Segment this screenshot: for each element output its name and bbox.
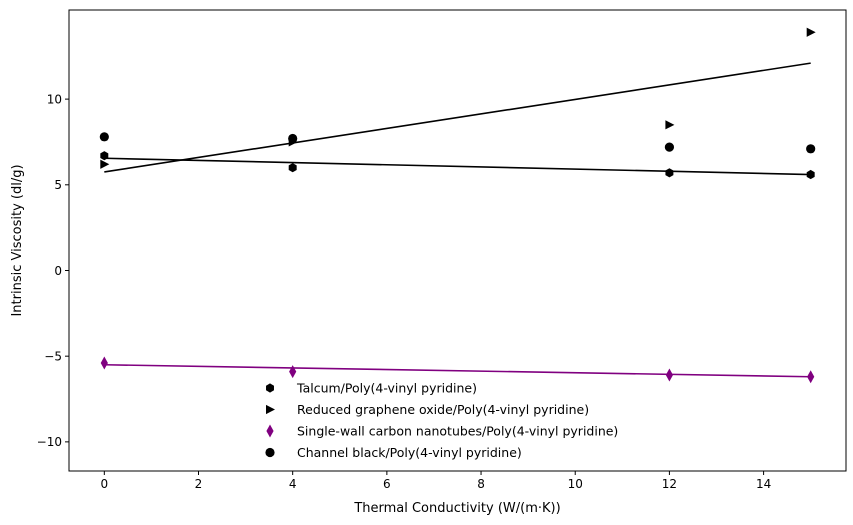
data-point-s2-1	[100, 159, 110, 169]
data-point-s2-3	[665, 120, 675, 130]
data-point-s1-4	[806, 169, 815, 180]
data-point-s3-3	[665, 368, 674, 382]
y-tick-label: 10	[47, 92, 62, 106]
legend-marker-3	[266, 424, 274, 438]
data-point-s1-1	[100, 151, 109, 161]
trend-lines	[104, 62, 811, 378]
data-point-s4-3	[664, 142, 675, 152]
trend-line-1	[104, 157, 811, 176]
x-tick-label: 14	[756, 477, 771, 491]
y-tick-label: 0	[54, 264, 62, 278]
plot-area	[69, 10, 846, 471]
data-point-s4-2	[288, 133, 298, 144]
trend-line-2	[104, 62, 811, 173]
y-tick-label: −10	[37, 435, 62, 449]
legend-label-1: Talcum/Poly(4-vinyl pyridine)	[296, 381, 477, 396]
x-tick-label: 0	[100, 477, 108, 491]
x-axis-ticks: 0 2 4 6 8 10 12 14	[100, 471, 771, 491]
x-tick-label: 10	[568, 477, 583, 491]
data-point-s1-3	[665, 168, 674, 178]
x-tick-label: 2	[195, 477, 203, 491]
y-tick-label: 5	[54, 178, 62, 192]
legend-label-2: Reduced graphene oxide/Poly(4-vinyl pyri…	[297, 402, 589, 417]
data-point-s3-4	[807, 370, 815, 384]
legend-label-4: Channel black/Poly(4-vinyl pyridine)	[297, 445, 522, 460]
data-point-s3-2	[289, 365, 297, 379]
data-point-s3-1	[100, 356, 108, 370]
legend-marker-1	[266, 383, 274, 393]
data-point-s1-2	[288, 163, 297, 173]
legend-label-3: Single-wall carbon nanotubes/Poly(4-viny…	[297, 424, 618, 439]
data-point-s2-4	[806, 27, 816, 37]
x-tick-label: 6	[383, 477, 391, 491]
x-tick-label: 4	[289, 477, 297, 491]
legend-marker-4	[265, 447, 275, 458]
data-points	[99, 27, 816, 384]
y-axis-ticks: −10 −5 0 5 10	[37, 92, 69, 449]
data-point-s4-1	[99, 132, 109, 142]
plot-frame	[68, 9, 847, 472]
x-tick-label: 8	[477, 477, 485, 491]
legend: Talcum/Poly(4-vinyl pyridine) Reduced gra…	[265, 381, 618, 460]
y-axis-label: Intrinsic Viscosity (dl/g)	[10, 164, 25, 316]
legend-marker-2	[266, 404, 275, 415]
data-point-s4-4	[806, 144, 816, 154]
x-axis-label: Thermal Conductivity (W/(m·K))	[353, 501, 560, 516]
x-tick-label: 12	[662, 477, 677, 491]
y-tick-label: −5	[44, 349, 62, 363]
trend-line-3	[104, 363, 811, 378]
